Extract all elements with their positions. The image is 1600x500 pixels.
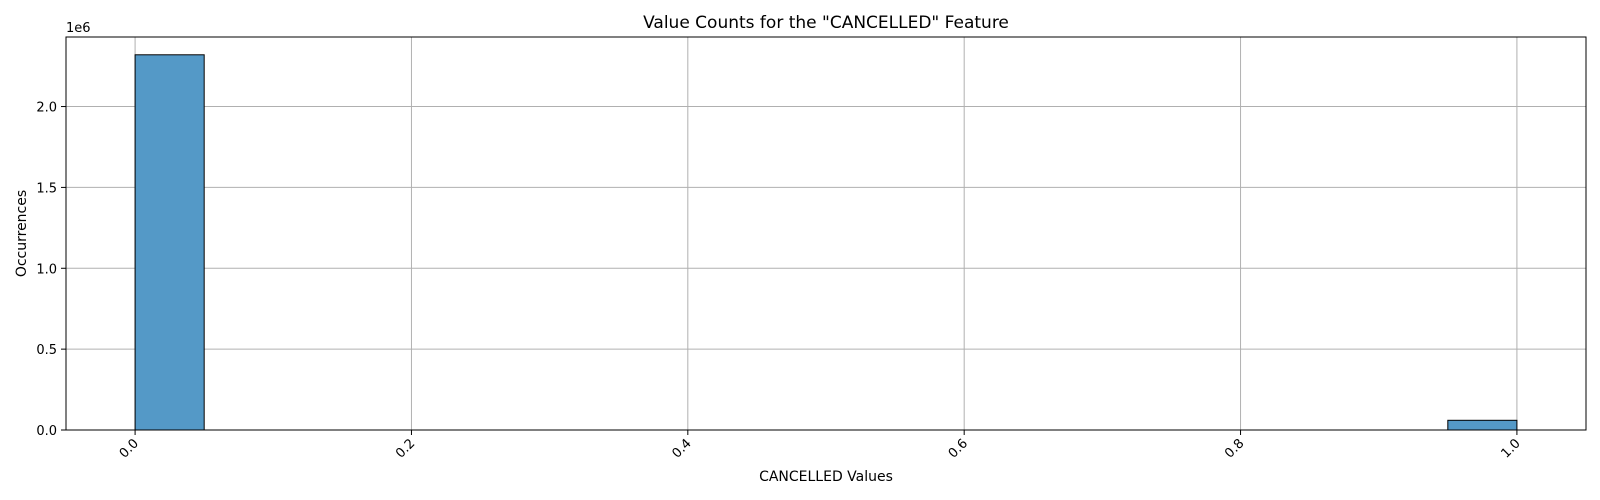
- y-tick-label: 0.5: [36, 343, 57, 358]
- histogram-bar: [1447, 419, 1518, 431]
- y-tick-label: 0.0: [36, 424, 57, 439]
- y-axis-label: Occurrences: [14, 190, 30, 277]
- y-offset-label: 1e6: [66, 21, 91, 36]
- x-tick-label: 0.8: [1222, 436, 1247, 461]
- x-tick-label: 0.0: [117, 436, 142, 461]
- bars: [134, 54, 1518, 431]
- y-tick-label: 1.0: [36, 262, 57, 277]
- histogram-bar: [134, 54, 205, 431]
- y-tick-label: 2.0: [36, 101, 57, 116]
- x-tick-label: 1.0: [1499, 436, 1524, 461]
- chart-title: Value Counts for the "CANCELLED" Feature: [643, 13, 1009, 33]
- x-tick-label: 0.6: [946, 436, 971, 461]
- grid-lines: [66, 37, 1586, 431]
- x-axis-label: CANCELLED Values: [759, 469, 893, 485]
- x-tick-label: 0.2: [393, 436, 418, 461]
- x-tick-label: 0.4: [669, 436, 694, 461]
- axis-ticks: 0.0 0.2 0.4 0.6 0.8 1.0 0.0 0.5 1.0 1.5 2.0: [36, 101, 1523, 462]
- plot-frame: [65, 36, 1587, 431]
- y-tick-label: 1.5: [36, 181, 57, 196]
